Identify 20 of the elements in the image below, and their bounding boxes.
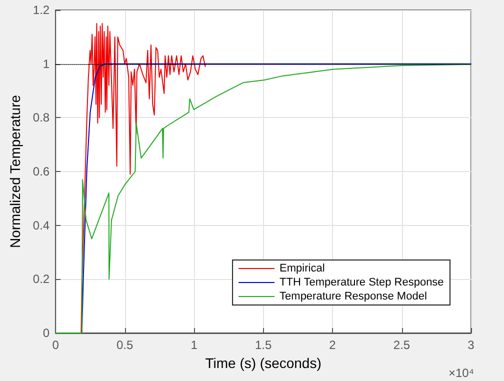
text: ×10⁴ (448, 366, 474, 380)
y-tick-label: 0.8 (32, 110, 50, 125)
y-tick-label: 0.2 (32, 272, 50, 286)
x-tick-label: 2 (329, 338, 336, 352)
x-tick-label: 0 (52, 338, 60, 352)
x-tick-label: 0.5 (116, 338, 134, 352)
y-axis-title: Normalized Temperature (7, 94, 23, 248)
y-tick-label: 1 (42, 56, 50, 71)
x-axis-title: Time (s) (seconds) (205, 354, 322, 371)
x-tick-label: 2.5 (393, 338, 410, 352)
y-tick-label: 0.6 (32, 164, 50, 178)
x-tick-label: 3 (468, 338, 475, 352)
y-tick-label: 1.2 (32, 3, 50, 17)
x-tick-label: 1 (190, 338, 198, 352)
legend-label: TTH Temperature Step Response (280, 276, 444, 288)
x-tick-label: 1.5 (254, 338, 272, 352)
legend-label: Temperature Response Model (280, 290, 427, 302)
legend-label: Empirical (280, 262, 325, 274)
y-tick-label: 0.4 (32, 218, 50, 232)
y-tick-label: 0 (42, 326, 50, 340)
